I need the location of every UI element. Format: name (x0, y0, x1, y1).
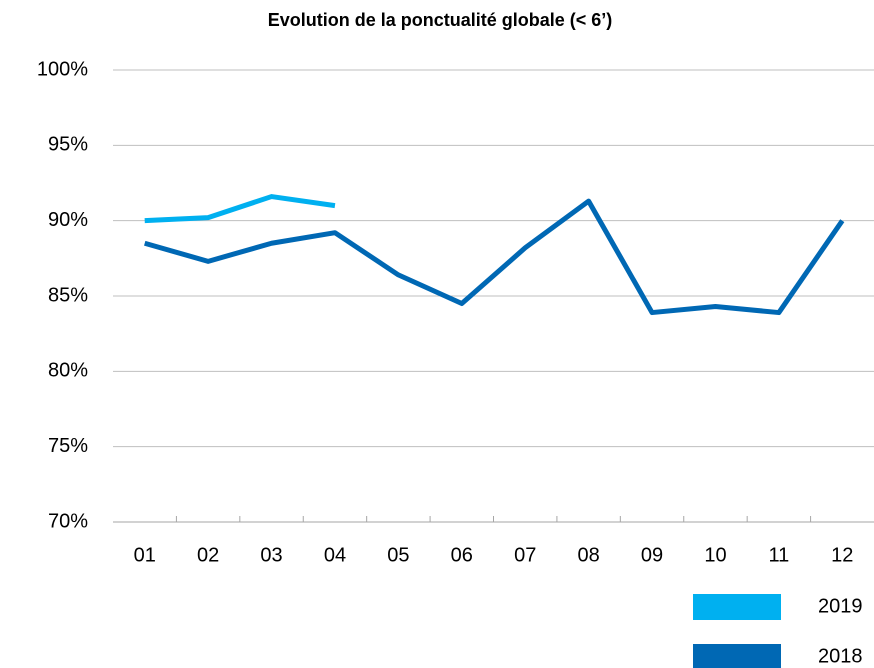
legend-swatch (693, 594, 781, 620)
x-tick-label: 08 (578, 544, 600, 566)
x-tick-label: 07 (514, 544, 536, 566)
x-tick-label: 10 (704, 544, 726, 566)
legend-swatch (693, 644, 781, 668)
y-tick-label: 90% (48, 209, 88, 231)
x-tick-label: 12 (831, 544, 853, 566)
x-tick-label: 04 (324, 544, 346, 566)
x-tick-label: 05 (387, 544, 409, 566)
y-tick-label: 100% (37, 58, 88, 80)
chart-title: Evolution de la ponctualité globale (< 6… (268, 10, 613, 30)
x-tick-label: 09 (641, 544, 663, 566)
x-tick-label: 06 (451, 544, 473, 566)
x-tick-label: 01 (134, 544, 156, 566)
x-tick-label: 11 (768, 544, 789, 566)
x-tick-label: 02 (197, 544, 219, 566)
y-tick-label: 70% (48, 510, 88, 532)
series-line (144, 194, 336, 224)
legend-label: 2019 (818, 595, 863, 617)
y-tick-label: 95% (48, 134, 88, 156)
x-tick-label: 03 (260, 544, 282, 566)
series-line (144, 198, 845, 316)
y-tick-label: 80% (48, 360, 88, 382)
y-tick-label: 85% (48, 284, 88, 306)
legend-label: 2018 (818, 645, 863, 667)
y-tick-label: 75% (48, 435, 88, 457)
